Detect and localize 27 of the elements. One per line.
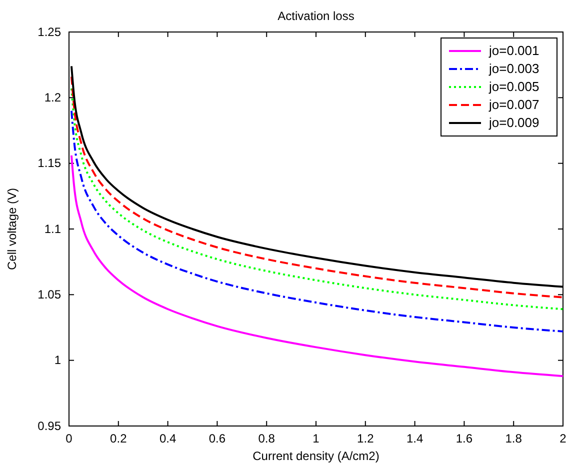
x-axis-title: Current density (A/cm2) [252, 449, 380, 463]
x-tick-label: 1.2 [357, 432, 374, 446]
x-tick-label: 1 [312, 432, 320, 446]
x-tick-label: 0.8 [258, 432, 276, 446]
legend-label: jo=0.005 [488, 79, 540, 94]
y-tick-label: 1.25 [38, 24, 62, 39]
y-tick-label: 1.05 [38, 288, 62, 302]
line-series [70, 154, 564, 378]
y-tick-label: 1 [54, 353, 62, 368]
y-axis-title: Cell voltage (V) [5, 188, 19, 270]
y-tick-label: 1.1 [44, 222, 62, 236]
x-tick-label: 0.4 [159, 432, 176, 446]
legend-label: jo=0.003 [488, 61, 540, 76]
chart-title: Activation loss [278, 9, 354, 23]
x-tick-label: 2 [560, 432, 567, 446]
y-tick-label: 0.95 [38, 418, 62, 433]
x-tick-label: 1.8 [505, 432, 522, 446]
x-tick-label: 1.6 [456, 432, 473, 446]
x-tick-label: 0.6 [208, 432, 226, 446]
legend-label: jo=0.001 [488, 43, 540, 58]
legend-label: jo=0.007 [488, 97, 540, 112]
y-tick-label: 1.2 [44, 90, 62, 105]
x-tick-label: 1.4 [406, 432, 424, 446]
legend-label: jo=0.009 [488, 115, 540, 130]
x-tick-label: 0 [66, 432, 73, 446]
y-tick-label: 1.15 [38, 156, 62, 170]
x-tick-label: 0.2 [110, 432, 128, 446]
